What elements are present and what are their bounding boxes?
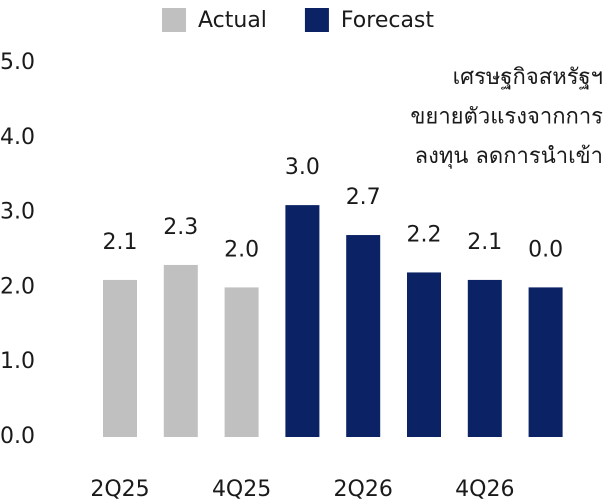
- bar: [224, 287, 259, 437]
- data-label: 2.3: [163, 215, 198, 240]
- annotation: ลงทุน ลดการนำเข้า: [415, 144, 603, 169]
- data-label: 2.1: [467, 230, 502, 255]
- data-label: 2.0: [224, 237, 259, 262]
- x-tick-label: 4Q25: [212, 477, 271, 500]
- data-label: 2.7: [346, 185, 381, 210]
- annotation: ขยายตัวแรงจากการ: [410, 105, 603, 130]
- annotation: เศรษฐกิจสหรัฐฯ: [453, 65, 603, 90]
- bar: [285, 205, 320, 437]
- bar: [528, 287, 563, 437]
- y-tick-label: 2.0: [0, 274, 35, 299]
- legend-label: Actual: [198, 8, 267, 33]
- legend-label: Forecast: [341, 8, 434, 33]
- bar: [346, 235, 381, 437]
- data-label: 2.1: [103, 230, 138, 255]
- data-label: 2.2: [407, 222, 442, 247]
- bar: [103, 279, 137, 437]
- y-tick-label: 4.0: [0, 125, 35, 150]
- data-label: 0.0: [528, 237, 563, 262]
- y-tick-label: 1.0: [0, 349, 35, 374]
- y-tick-label: 3.0: [0, 200, 35, 225]
- legend-swatch: [162, 8, 186, 32]
- bar: [407, 272, 441, 437]
- x-tick-label: 2Q26: [334, 477, 393, 500]
- x-tick-label: 4Q26: [455, 477, 514, 500]
- data-label: 3.0: [285, 155, 320, 180]
- legend-swatch: [304, 8, 329, 32]
- bar: [163, 264, 198, 437]
- y-tick-label: 5.0: [0, 50, 35, 75]
- y-tick-label: 0.0: [0, 424, 35, 449]
- bar: [467, 279, 502, 437]
- x-tick-label: 2Q25: [90, 477, 149, 500]
